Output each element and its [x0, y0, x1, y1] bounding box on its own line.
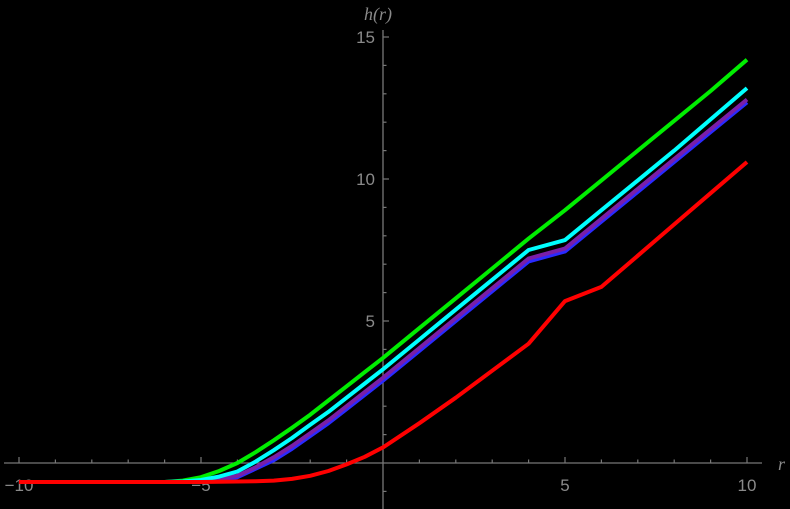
series-line-red [19, 160, 749, 484]
y-tick-label: 5 [366, 312, 375, 331]
data-lines [19, 58, 749, 484]
x-tick-label: −10 [5, 476, 34, 495]
y-tick-label: 10 [356, 170, 375, 189]
x-tick-label: 10 [738, 476, 757, 495]
x-axis-label: r [778, 454, 786, 474]
x-tick-label: 5 [560, 476, 569, 495]
y-axis-label: h(r) [364, 4, 392, 25]
y-tick-label: 15 [356, 28, 375, 47]
